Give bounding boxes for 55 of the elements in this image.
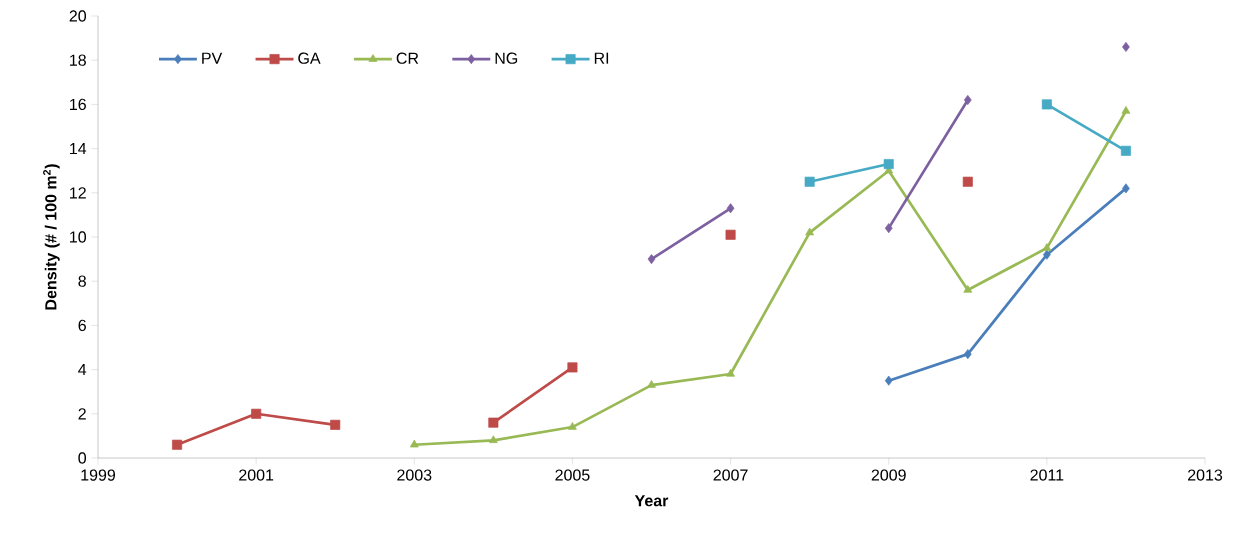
point	[488, 435, 498, 443]
point	[963, 285, 973, 293]
point	[330, 419, 341, 430]
point	[725, 229, 736, 240]
x-tick-label: 2003	[397, 469, 432, 481]
point	[962, 176, 973, 187]
legend-label: NG	[495, 52, 518, 64]
point	[963, 94, 972, 105]
y-tick-label: 20	[69, 10, 87, 22]
point	[647, 254, 656, 265]
legend-label: CR	[396, 52, 419, 64]
x-tick-label: 2011	[1030, 469, 1064, 481]
point	[647, 380, 656, 388]
point	[883, 159, 894, 170]
point	[1043, 249, 1051, 260]
point	[1042, 243, 1052, 251]
point	[726, 203, 735, 214]
point	[172, 439, 183, 450]
legend-label: PV	[202, 52, 223, 64]
y-tick-label: 0	[78, 452, 87, 464]
point	[805, 227, 815, 236]
x-tick-label: 2001	[239, 469, 274, 481]
point	[409, 439, 419, 448]
x-tick-label: 2013	[1188, 469, 1223, 481]
point	[1122, 41, 1130, 52]
point	[1122, 183, 1130, 194]
x-tick-label: 1999	[81, 469, 116, 481]
y-tick-label: 8	[78, 275, 86, 287]
legend-label: GA	[298, 52, 321, 64]
legend-label: RI	[594, 52, 609, 64]
point	[804, 176, 815, 187]
point	[963, 349, 972, 360]
y-tick-label: 2	[78, 408, 86, 420]
point	[884, 375, 893, 386]
y-tick-label: 4	[78, 364, 87, 376]
point	[1041, 99, 1052, 110]
y-tick-label: 6	[78, 319, 86, 332]
x-tick-label: 2009	[871, 469, 906, 481]
point	[488, 417, 499, 428]
point	[1121, 106, 1131, 114]
point	[251, 408, 262, 419]
x-axis-title: Year	[634, 495, 669, 507]
y-tick-label: 14	[70, 143, 87, 155]
y-tick-label: 16	[70, 98, 86, 111]
point	[568, 422, 577, 430]
point	[884, 223, 893, 234]
y-axis-title: Density (# / 100 m$^{2}$)	[43, 164, 60, 310]
x-tick-label: 2005	[555, 469, 590, 481]
point	[726, 369, 735, 377]
y-tick-label: 18	[70, 54, 86, 66]
y-tick-label: 10	[70, 231, 87, 243]
y-tick-label: 12	[70, 187, 86, 199]
point	[1120, 145, 1131, 156]
point	[567, 362, 578, 373]
x-tick-label: 2007	[713, 469, 748, 481]
